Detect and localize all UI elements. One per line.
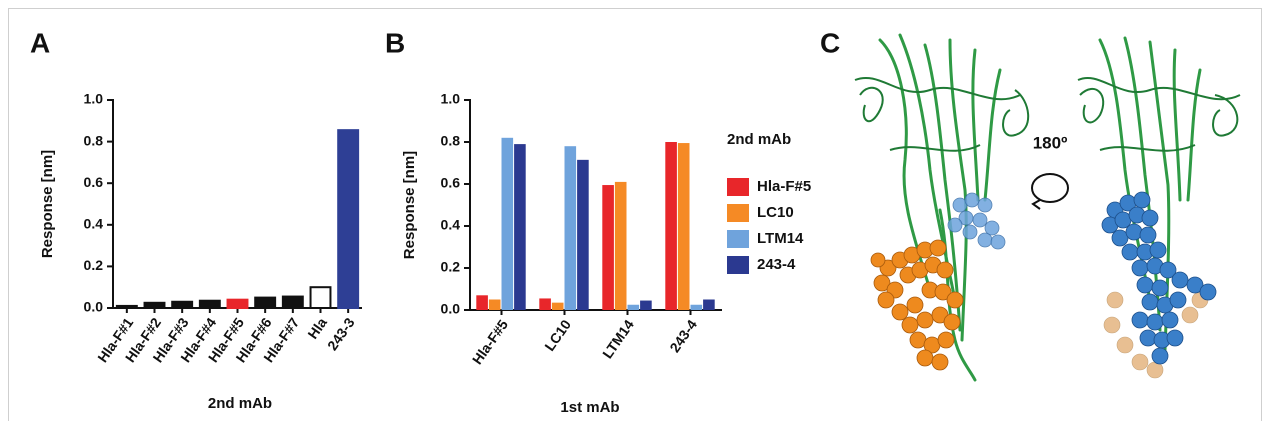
bar [145, 303, 165, 308]
bar [703, 300, 715, 311]
bar [665, 142, 677, 310]
x-tick-label: 243-3 [324, 314, 358, 353]
bar [311, 287, 331, 308]
bar [678, 143, 690, 310]
frame [9, 9, 1262, 421]
x-axis-label: 1st mAb [560, 399, 619, 416]
x-axis-label: 2nd mAb [208, 395, 272, 412]
bar [283, 297, 303, 308]
bar [565, 146, 577, 310]
bar [489, 300, 501, 311]
bar [615, 182, 627, 310]
bar [338, 130, 358, 308]
bar [577, 160, 589, 310]
y-tick-label: 0.4 [441, 217, 461, 233]
y-tick-label: 1.0 [84, 91, 104, 107]
legend-title: 2nd mAb [727, 131, 791, 148]
bar [602, 185, 614, 310]
panel-label: B [385, 27, 405, 58]
blue-epitope [1102, 192, 1216, 364]
structure-panel: C [820, 27, 1240, 380]
legend-label: 243-4 [757, 256, 796, 273]
bar [200, 301, 220, 308]
protein-ribbon [855, 35, 1028, 380]
panel-label: C [820, 27, 840, 58]
y-tick-label: 0.2 [441, 259, 461, 275]
blue-epitope [948, 193, 1005, 249]
y-tick-label: 0.6 [84, 174, 104, 190]
bar [476, 295, 488, 310]
bar [628, 305, 640, 310]
legend-swatch [727, 230, 749, 248]
legend-swatch [727, 256, 749, 274]
x-tick-label: Hla [304, 315, 330, 342]
figure: C [0, 0, 1263, 421]
y-tick-label: 0.0 [441, 301, 461, 317]
legend-label: Hla-F#5 [757, 178, 811, 195]
y-axis-label: Response [nm] [39, 150, 56, 258]
bar [691, 305, 703, 310]
legend-swatch [727, 178, 749, 196]
bar [502, 138, 514, 310]
bar [255, 298, 275, 308]
y-tick-label: 0.4 [84, 216, 104, 232]
orange-epitope [871, 240, 963, 370]
y-tick-label: 0.8 [84, 132, 104, 148]
x-tick-label: Hla-F#5 [469, 316, 511, 367]
legend-swatch [727, 204, 749, 222]
y-tick-label: 0.0 [84, 299, 104, 315]
bar [539, 298, 551, 310]
y-tick-label: 0.8 [441, 133, 461, 149]
rotation-label: 180º [1033, 133, 1068, 152]
y-tick-label: 0.6 [441, 175, 461, 191]
y-tick-label: 1.0 [441, 91, 461, 107]
bar [552, 303, 564, 310]
y-tick-label: 0.2 [84, 257, 104, 273]
x-tick-label: LTM14 [599, 317, 637, 362]
panel-label: A [30, 27, 50, 58]
bar [117, 306, 137, 308]
bar [172, 302, 192, 308]
x-tick-label: 243-4 [666, 316, 700, 355]
bar [228, 300, 248, 308]
bar [514, 144, 526, 310]
rotation-arrow: 180º [1032, 133, 1068, 209]
x-tick-label: LC10 [541, 316, 574, 353]
legend-label: LTM14 [757, 230, 804, 247]
y-axis-label: Response [nm] [401, 151, 418, 259]
bar [640, 301, 652, 310]
legend-label: LC10 [757, 204, 794, 221]
